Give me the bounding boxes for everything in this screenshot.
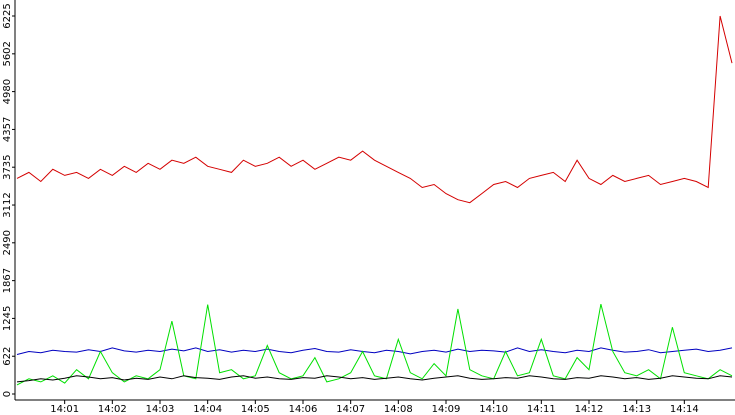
- x-tick-label: 14:14: [670, 404, 699, 415]
- x-tick-label: 14:05: [241, 404, 270, 415]
- y-tick-label: 6225: [2, 3, 13, 28]
- y-tick-label: 3735: [2, 154, 13, 179]
- y-tick-label: 1245: [2, 306, 13, 331]
- x-tick-label: 14:01: [50, 404, 79, 415]
- x-tick-label: 14:04: [193, 404, 222, 415]
- x-tick-label: 14:03: [146, 404, 175, 415]
- series-line: [16, 15, 733, 204]
- x-tick-label: 14:08: [384, 404, 413, 415]
- y-tick-label: 4357: [2, 117, 13, 142]
- x-tick-label: 14:02: [98, 404, 127, 415]
- x-tick-label: 14:12: [575, 404, 604, 415]
- y-tick-label: 2490: [2, 230, 13, 255]
- y-tick-label: 3112: [2, 192, 13, 217]
- y-tick-label: 1867: [2, 268, 13, 293]
- x-tick-label: 14:06: [289, 404, 318, 415]
- y-tick-label: 622: [2, 347, 13, 366]
- x-tick-label: 14:10: [479, 404, 508, 415]
- y-tick-label: 0: [2, 391, 13, 397]
- x-tick-label: 14:09: [432, 404, 461, 415]
- y-tick-label: 4980: [2, 79, 13, 104]
- series-line: [16, 303, 733, 386]
- y-tick-label: 5602: [2, 41, 13, 66]
- x-tick-label: 14:07: [336, 404, 365, 415]
- series-line: [16, 347, 733, 355]
- x-tick-label: 14:13: [622, 404, 651, 415]
- series-line: [16, 375, 733, 383]
- x-tick-label: 14:11: [527, 404, 556, 415]
